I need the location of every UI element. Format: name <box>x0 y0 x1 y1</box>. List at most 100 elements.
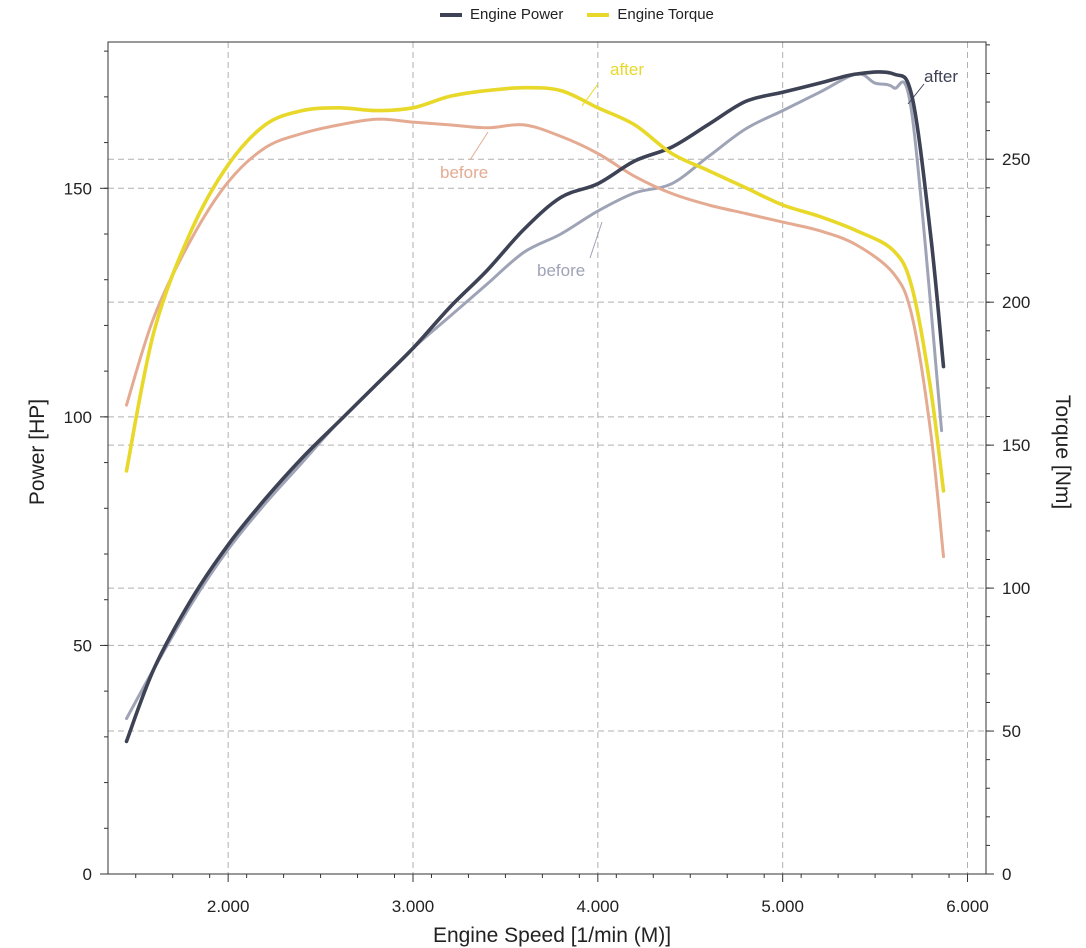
data-point-engine-torque-after <box>486 90 488 92</box>
annot-leader-power-before <box>589 221 603 259</box>
data-point-engine-torque-after <box>523 87 525 89</box>
grid <box>108 42 986 875</box>
data-point-engine-power-before <box>597 210 599 212</box>
data-point-engine-power-after <box>708 123 710 125</box>
series-line-engine-power-after <box>124 70 946 744</box>
legend-item-engine-power[interactable]: Engine Power <box>440 6 563 23</box>
data-point-engine-torque-before <box>856 244 858 246</box>
data-point-engine-power-after <box>856 73 858 75</box>
plot-frame <box>107 41 987 875</box>
data-point-engine-power-before <box>227 548 229 551</box>
data-point-engine-power-after <box>634 160 636 162</box>
data-point-engine-torque-after <box>671 152 673 155</box>
data-point-engine-torque-after <box>708 170 710 172</box>
data-point-engine-power-after <box>819 82 821 84</box>
x-tick-label: 3.000 <box>392 897 435 916</box>
data-point-engine-torque-before <box>412 121 414 123</box>
data-point-engine-torque-after <box>153 330 155 332</box>
data-point-engine-torque-before <box>264 147 266 149</box>
y-right-tick-label: 200 <box>1002 293 1030 312</box>
legend: Engine Power Engine Torque <box>440 6 714 23</box>
data-point-engine-torque-after <box>449 95 451 97</box>
x-tick-label: 4.000 <box>577 897 620 916</box>
annot-leader-torque-after <box>581 83 599 107</box>
data-point-engine-torque-after <box>893 250 895 252</box>
data-point-engine-power-before <box>708 155 710 157</box>
data-point-engine-power-after <box>486 270 488 272</box>
data-point-engine-torque-after <box>942 490 945 492</box>
y-right-tick-label: 100 <box>1002 579 1030 598</box>
x-tick-label: 2.000 <box>207 897 250 916</box>
data-point-engine-torque-after <box>190 230 192 232</box>
data-point-engine-torque-after <box>911 287 913 289</box>
data-point-engine-power-after <box>227 544 229 546</box>
data-point-engine-power-after <box>929 233 932 235</box>
data-point-engine-torque-after <box>227 164 229 166</box>
data-point-engine-torque-before <box>671 192 673 195</box>
data-point-engine-power-before <box>190 603 192 605</box>
data-point-engine-torque-after <box>412 107 414 109</box>
data-point-engine-power-after <box>153 667 155 669</box>
x-tick-label: 5.000 <box>761 897 804 916</box>
data-point-engine-power-after <box>523 228 525 230</box>
data-point-engine-torque-before <box>782 221 784 223</box>
data-point-engine-power-after <box>412 347 414 349</box>
annot-power-before: before <box>537 261 585 280</box>
data-point-engine-torque-before <box>893 273 895 275</box>
y-right-tick-label: 150 <box>1002 436 1030 455</box>
data-point-engine-torque-before <box>227 181 229 183</box>
axis-ticks: 2.000 3.000 4.000 5.000 6.000 0 50 100 150 0 50 100… <box>64 44 1030 916</box>
series-lines <box>124 70 946 744</box>
y-right-tick-label: 0 <box>1002 865 1011 884</box>
data-point-engine-torque-after <box>375 110 377 112</box>
data-point-engine-torque-before <box>375 118 377 120</box>
data-point-engine-torque-before <box>597 152 599 155</box>
data-point-engine-torque-after <box>745 187 747 189</box>
data-point-engine-torque-after <box>929 387 932 389</box>
data-point-engine-power-after <box>671 146 673 148</box>
data-point-engine-power-before <box>745 128 747 130</box>
data-point-engine-torque-before <box>708 204 710 206</box>
series-line-engine-power-before <box>125 72 944 721</box>
data-point-engine-torque-after <box>856 230 858 232</box>
data-point-engine-torque-before <box>942 556 945 558</box>
data-point-engine-power-after <box>264 498 266 500</box>
y-left-tick-label: 150 <box>64 179 92 198</box>
annot-leader-torque-before <box>469 131 489 161</box>
legend-label-power: Engine Power <box>470 6 564 23</box>
legend-label-torque: Engine Torque <box>617 6 714 23</box>
data-point-engine-power-before <box>486 283 488 285</box>
data-point-engine-torque-before <box>523 124 525 126</box>
data-point-engine-torque-before <box>929 430 932 432</box>
data-point-engine-power-before <box>634 192 636 194</box>
data-point-engine-torque-before <box>560 135 562 137</box>
y-left-tick-label: 50 <box>73 636 92 655</box>
data-point-engine-power-before <box>671 183 673 185</box>
data-point-engine-power-after <box>190 599 192 601</box>
data-point-engine-power-after <box>893 73 895 75</box>
data-point-engine-power-before <box>874 82 876 84</box>
data-point-engine-torque-before <box>301 132 303 135</box>
data-point-engine-torque-after <box>125 470 128 472</box>
y-axis-label-left: Power [HP] <box>26 399 49 505</box>
data-point-engine-torque-before <box>819 230 821 232</box>
y-axis-label-right: Torque [Nm] <box>1051 395 1074 509</box>
data-point-engine-power-before <box>125 718 128 720</box>
data-point-engine-power-after <box>942 366 945 368</box>
data-point-engine-torque-after <box>264 124 266 126</box>
data-point-engine-power-before <box>560 233 562 235</box>
data-point-engine-torque-after <box>560 90 562 92</box>
data-point-engine-power-before <box>264 503 266 505</box>
data-point-engine-power-after <box>745 100 747 102</box>
data-point-engine-power-after <box>560 196 562 198</box>
data-point-engine-power-after <box>125 740 128 743</box>
data-point-engine-power-after <box>375 384 377 386</box>
data-point-engine-power-before <box>893 87 895 89</box>
legend-swatch-torque <box>587 12 610 17</box>
data-point-engine-torque-before <box>449 124 451 126</box>
data-point-engine-power-after <box>338 420 340 422</box>
legend-item-engine-torque[interactable]: Engine Torque <box>587 6 714 23</box>
annot-leader-power-after <box>907 83 925 105</box>
data-point-engine-power-before <box>301 462 303 464</box>
